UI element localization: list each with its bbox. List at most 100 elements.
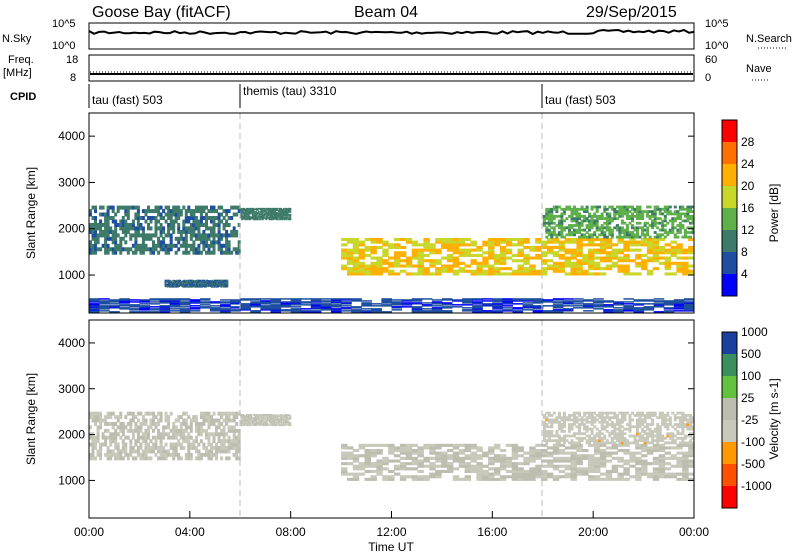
echo-cell xyxy=(482,477,489,481)
echo-cell xyxy=(683,302,695,304)
echo-cell xyxy=(199,422,203,426)
echo-cell xyxy=(289,418,292,420)
echo-cell xyxy=(287,218,289,221)
echo-cell xyxy=(552,240,560,244)
echo-cell xyxy=(182,411,186,416)
echo-cell xyxy=(245,211,247,213)
echo-cell xyxy=(169,302,181,304)
echo-cell xyxy=(280,215,283,217)
echo-cell xyxy=(205,428,208,433)
echo-cell xyxy=(358,464,366,468)
echo-cell xyxy=(111,205,115,210)
echo-cell xyxy=(625,224,629,227)
echo-cell xyxy=(280,217,283,220)
echo-cell xyxy=(253,414,256,417)
echo-cell xyxy=(568,214,571,218)
echo-cell xyxy=(134,233,138,238)
echo-cell xyxy=(119,449,123,454)
echo-cell xyxy=(583,228,587,232)
echo-cell xyxy=(605,446,613,450)
echo-cell xyxy=(628,205,632,209)
echo-cell xyxy=(205,449,208,454)
echo-cell xyxy=(287,414,289,417)
echo-cell xyxy=(552,221,556,225)
echo-cell xyxy=(106,205,110,210)
echo-cell xyxy=(164,285,167,288)
echo-cell xyxy=(522,304,534,306)
echo-cell xyxy=(595,217,599,220)
echo-cell xyxy=(109,456,113,461)
echo-cell xyxy=(676,477,683,481)
echo-cell xyxy=(671,212,675,216)
echo-cell xyxy=(613,207,617,211)
echo-cell xyxy=(247,211,249,213)
echo-cell xyxy=(165,280,168,283)
echo-cell xyxy=(364,264,371,268)
echo-cell xyxy=(220,282,222,285)
echo-cell xyxy=(260,415,262,418)
echo-cell xyxy=(192,415,196,419)
echo-cell xyxy=(198,282,200,284)
echo-cell xyxy=(529,454,536,458)
echo-cell xyxy=(494,240,501,244)
echo-cell xyxy=(511,464,519,468)
echo-cell xyxy=(320,303,332,305)
echo-cell xyxy=(208,281,211,284)
echo-cell xyxy=(494,259,501,263)
echo-cell xyxy=(547,462,554,466)
echo-cell xyxy=(257,217,259,220)
echo-cell xyxy=(131,418,135,423)
echo-cell xyxy=(625,212,629,216)
echo-cell xyxy=(382,456,389,460)
echo-cell xyxy=(247,420,249,422)
echo-cell xyxy=(262,208,264,211)
echo-cell xyxy=(169,286,172,288)
echo-cell xyxy=(139,305,150,307)
echo-cell xyxy=(94,243,97,248)
echo-cell xyxy=(192,418,196,423)
echo-cell xyxy=(187,446,191,450)
echo-cell xyxy=(417,264,424,268)
echo-cell xyxy=(593,308,604,310)
echo-cell xyxy=(683,207,687,211)
echo-cell xyxy=(564,464,571,468)
echo-cell xyxy=(247,415,250,418)
echo-cell xyxy=(119,307,130,309)
echo-cell xyxy=(262,209,264,212)
echo-cell xyxy=(452,256,460,260)
echo-cell xyxy=(172,280,174,282)
echo-cell xyxy=(224,284,227,287)
echo-cell xyxy=(131,223,135,227)
echo-cell xyxy=(159,300,171,302)
echo-cell xyxy=(157,226,161,231)
echo-cell xyxy=(268,208,270,211)
echo-cell xyxy=(653,306,665,308)
echo-cell xyxy=(109,306,120,308)
echo-cell xyxy=(588,259,595,263)
echo-cell xyxy=(688,443,695,447)
echo-cell xyxy=(211,279,214,282)
echo-cell xyxy=(141,247,145,252)
echo-cell xyxy=(423,459,430,463)
echo-cell xyxy=(582,269,589,273)
echo-cell xyxy=(194,219,198,224)
echo-cell xyxy=(237,240,241,245)
echo-cell xyxy=(278,424,281,427)
echo-cell xyxy=(682,477,689,481)
echo-cell xyxy=(264,213,267,216)
echo-cell xyxy=(182,243,186,248)
echo-cell xyxy=(287,421,289,423)
echo-cell xyxy=(210,308,221,310)
echo-cell xyxy=(529,449,536,453)
echo-cell xyxy=(241,416,244,418)
echo-cell xyxy=(476,248,483,252)
echo-cell xyxy=(658,443,666,447)
echo-cell xyxy=(169,223,173,227)
echo-cell xyxy=(139,250,143,255)
echo-cell xyxy=(278,215,280,217)
echo-cell xyxy=(114,456,118,461)
echo-cell xyxy=(552,205,556,209)
echo-cell xyxy=(441,264,448,268)
echo-cell xyxy=(237,442,241,447)
echo-cell xyxy=(452,443,460,447)
